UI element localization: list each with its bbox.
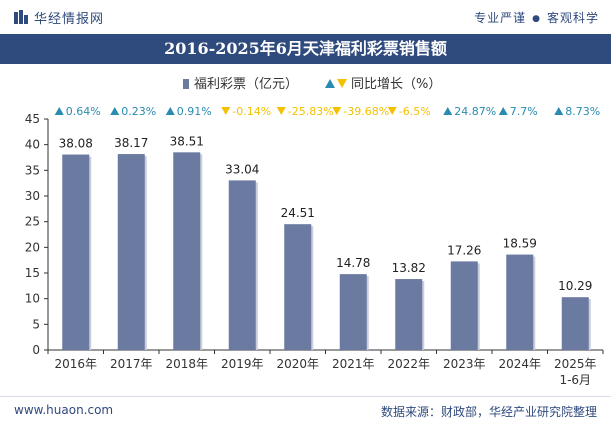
y-tick-label: 25 — [25, 215, 40, 229]
growth-label: -39.68% — [343, 105, 389, 118]
legend-label-bar: 福利彩票（亿元） — [194, 77, 298, 92]
chart: 福利彩票（亿元） 同比增长（%） 0 5 10 15 20 25 30 35 40 45 38.08 20… — [25, 77, 604, 387]
bar-value-label: 10.29 — [558, 279, 592, 293]
x-tick-label: 2024年 — [498, 357, 541, 371]
growth-label: -25.83% — [288, 105, 334, 118]
x-tick-label: 2016年 — [54, 357, 97, 371]
legend-label-growth: 同比增长（%） — [351, 77, 441, 92]
growth-up-icon — [54, 107, 64, 115]
bar-value-label: 24.51 — [281, 206, 315, 220]
dot-icon: ● — [532, 14, 541, 24]
brand-name: 华经情报网 — [34, 12, 105, 27]
x-tick-label: 2020年 — [276, 357, 319, 371]
growth-down-icon — [387, 107, 397, 115]
x-tick-label: 2018年 — [165, 357, 208, 371]
data-source: 数据来源：财政部，华经产业研究院整理 — [380, 405, 597, 419]
bar — [284, 224, 312, 350]
title-bar: 2016-2025年6月天津福利彩票销售额 — [0, 34, 611, 64]
y-tick-label: 5 — [32, 317, 40, 331]
bar — [395, 279, 423, 350]
legend-down-triangle-icon — [337, 79, 347, 88]
bar — [62, 154, 90, 350]
bar-value-label: 17.26 — [447, 243, 481, 257]
bar-value-label: 18.59 — [503, 237, 537, 251]
growth-up-icon — [498, 107, 508, 115]
legend-swatch-bar — [183, 79, 189, 89]
growth-up-icon — [110, 107, 120, 115]
bar — [450, 261, 478, 350]
chart-title: 2016-2025年6月天津福利彩票销售额 — [164, 39, 447, 58]
y-tick-label: 15 — [25, 266, 40, 280]
bar — [117, 154, 145, 350]
y-tick-label: 0 — [32, 343, 40, 357]
bar-value-label: 38.08 — [59, 137, 93, 151]
growth-down-icon — [276, 107, 286, 115]
tagline-left: 专业严谨 — [474, 11, 527, 25]
growth-label: 0.23% — [121, 105, 156, 118]
growth-label: 8.73% — [565, 105, 600, 118]
growth-label: 0.91% — [177, 105, 212, 118]
top-bar: 华经情报网 专业严谨 ● 客观科学 — [0, 0, 611, 34]
legend-up-triangle-icon — [325, 79, 335, 88]
growth-down-icon — [332, 107, 342, 115]
y-tick-label: 20 — [25, 240, 40, 254]
growth-label: -6.5% — [399, 105, 431, 118]
growth-label: 24.87% — [454, 105, 496, 118]
bar — [561, 297, 589, 350]
bar-value-label: 33.04 — [225, 162, 259, 176]
tagline-right: 客观科学 — [546, 11, 599, 25]
y-tick-label: 10 — [25, 292, 40, 306]
growth-up-icon — [554, 107, 564, 115]
bar-value-label: 14.78 — [336, 256, 370, 270]
x-tick-label: 2019年 — [221, 357, 264, 371]
y-tick-label: 45 — [25, 112, 40, 126]
growth-label: 0.64% — [66, 105, 101, 118]
x-tick-label: 2023年 — [443, 357, 486, 371]
growth-down-icon — [221, 107, 231, 115]
bar-value-label: 38.51 — [170, 134, 204, 148]
bar — [228, 180, 256, 350]
tagline: 专业严谨 ● 客观科学 — [474, 9, 599, 26]
growth-up-icon — [165, 107, 175, 115]
growth-up-icon — [443, 107, 453, 115]
bar — [506, 254, 534, 350]
growth-label: 7.7% — [510, 105, 538, 118]
x-tick-label: 2025年 — [554, 357, 597, 371]
bar-value-label: 38.17 — [114, 136, 148, 150]
y-tick-label: 30 — [25, 189, 40, 203]
x-tick-label: 2021年 — [332, 357, 375, 371]
y-tick-label: 35 — [25, 163, 40, 177]
growth-label: -0.14% — [232, 105, 271, 118]
website-url[interactable]: www.huaon.com — [14, 403, 114, 417]
x-tick-label: 2017年 — [110, 357, 153, 371]
footer: www.huaon.com 数据来源：财政部，华经产业研究院整理 — [0, 396, 611, 425]
y-tick-label: 40 — [25, 138, 40, 152]
bar — [173, 152, 201, 350]
x-tick-label: 2022年 — [387, 357, 430, 371]
bar-value-label: 13.82 — [392, 261, 426, 275]
logo-icon — [14, 10, 28, 24]
bar — [339, 274, 367, 350]
x-tick-label: 1-6月 — [559, 373, 591, 387]
